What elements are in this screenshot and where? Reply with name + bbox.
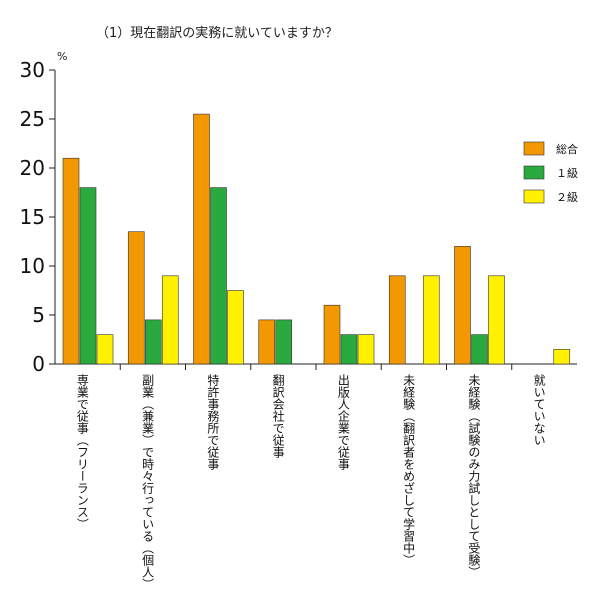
x-category-label: 未経験（翻訳者をめざして学習中） [402,374,416,566]
bar [488,275,505,365]
bar [227,290,244,365]
legend-label: ２級 [556,191,578,204]
bar [258,319,276,365]
bar [471,334,488,365]
y-tick-label: 5 [32,303,45,327]
y-tick-label: 25 [20,107,45,131]
bar [323,304,341,365]
bar [144,319,162,365]
bar [210,187,227,365]
bar [127,231,145,365]
legend-swatch [523,165,545,180]
y-tick-label: 0 [32,352,45,376]
x-category-label: 就いていない [532,374,546,446]
y-tick-label: 15 [20,205,45,229]
legend: 総合 １級 ２級 [523,141,578,204]
bar [193,113,210,365]
x-category-label: 出版人企業で従事 [336,374,350,470]
bar [422,275,440,365]
x-category-labels: 専業で従事（フリーランス） 副業（兼業）で時々行っている（個人） 特許事務所で従事 翻… [75,364,546,590]
legend-swatch [523,141,545,156]
bar [79,187,97,365]
bar [275,319,293,365]
x-category-label: 翻訳会社で従事 [271,374,285,458]
legend-swatch [523,189,545,204]
bars [62,113,571,365]
bar [388,275,406,365]
chart-title: （1）現在翻訳の実務に就いていますか？ [96,25,338,41]
x-category-label: 副業（兼業）で時々行っている（個人） [141,374,155,590]
y-tick-label: 10 [20,254,45,278]
x-category-label: 未経験（試験のみ力試しとして受験） [467,374,481,578]
bar [454,246,471,365]
y-tick-label: 20 [20,156,45,180]
bar [161,275,179,365]
bar [553,348,571,365]
y-axis-unit: % [57,50,67,63]
bar [340,334,358,365]
x-category-label: 専業で従事（フリーランス） [75,374,89,530]
bar [357,334,375,365]
legend-label: 総合 [556,142,578,156]
x-category-label: 特許事務所で従事 [206,373,220,470]
legend-label: １級 [556,167,578,180]
y-tick-label: 30 [20,58,45,82]
bar [62,157,80,365]
y-tick-labels: 0 5 10 15 20 25 30 [20,58,55,376]
bar [96,334,114,365]
